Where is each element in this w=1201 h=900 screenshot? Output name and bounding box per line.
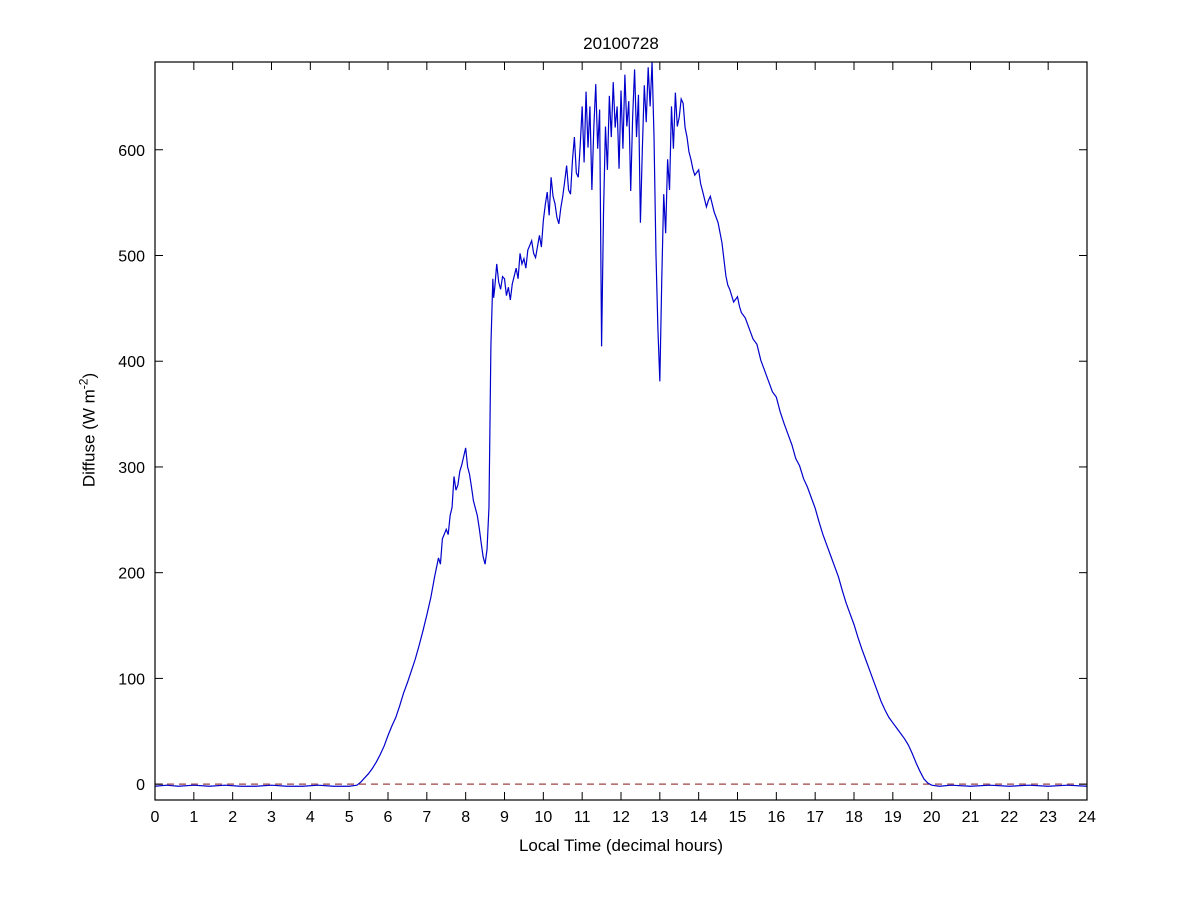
x-tick-label: 18 bbox=[845, 809, 863, 826]
x-tick-label: 9 bbox=[500, 809, 509, 826]
x-tick-label: 23 bbox=[1039, 809, 1057, 826]
x-tick-label: 16 bbox=[767, 809, 785, 826]
x-tick-label: 11 bbox=[574, 809, 591, 826]
y-tick-label: 300 bbox=[118, 460, 145, 477]
x-tick-label: 4 bbox=[306, 809, 315, 826]
y-axis-label-superscript: -2 bbox=[76, 378, 91, 390]
y-tick-label: 100 bbox=[118, 671, 145, 688]
x-tick-label: 21 bbox=[962, 809, 980, 826]
y-tick-label: 200 bbox=[118, 566, 145, 583]
y-axis-label: Diffuse (W m-2) bbox=[76, 372, 99, 488]
x-tick-label: 20 bbox=[923, 809, 941, 826]
x-tick-label: 5 bbox=[345, 809, 354, 826]
x-tick-label: 19 bbox=[884, 809, 902, 826]
x-tick-label: 14 bbox=[690, 809, 708, 826]
x-tick-label: 15 bbox=[729, 809, 747, 826]
x-tick-label: 12 bbox=[612, 809, 630, 826]
x-tick-label: 24 bbox=[1078, 809, 1096, 826]
x-tick-label: 7 bbox=[422, 809, 431, 826]
x-tick-label: 22 bbox=[1000, 809, 1018, 826]
x-tick-label: 1 bbox=[189, 809, 198, 826]
plot-title: 20100728 bbox=[583, 34, 659, 53]
axes-box bbox=[154, 61, 1088, 801]
diffuse-line bbox=[155, 62, 1087, 787]
y-tick-label: 0 bbox=[136, 777, 145, 794]
x-tick-label: 8 bbox=[461, 809, 470, 826]
x-tick-label: 2 bbox=[228, 809, 237, 826]
y-tick-label: 600 bbox=[118, 143, 145, 160]
x-tick-label: 0 bbox=[151, 809, 160, 826]
tick-marks bbox=[154, 62, 1088, 800]
y-tick-label: 400 bbox=[118, 354, 145, 371]
x-tick-label: 10 bbox=[534, 809, 552, 826]
x-tick-label: 6 bbox=[384, 809, 393, 826]
y-tick-label: 500 bbox=[118, 248, 145, 265]
x-tick-label: 3 bbox=[267, 809, 276, 826]
x-tick-label: 13 bbox=[651, 809, 669, 826]
series-group bbox=[155, 62, 1087, 787]
x-tick-label: 17 bbox=[806, 809, 824, 826]
tick-labels: 0 1 2 3 4 5 6 7 8 9 10 11 12 13 14 15 16 17 18 19 20 21 22 23 24… bbox=[118, 143, 1096, 826]
x-axis-label: Local Time (decimal hours) bbox=[518, 836, 724, 855]
